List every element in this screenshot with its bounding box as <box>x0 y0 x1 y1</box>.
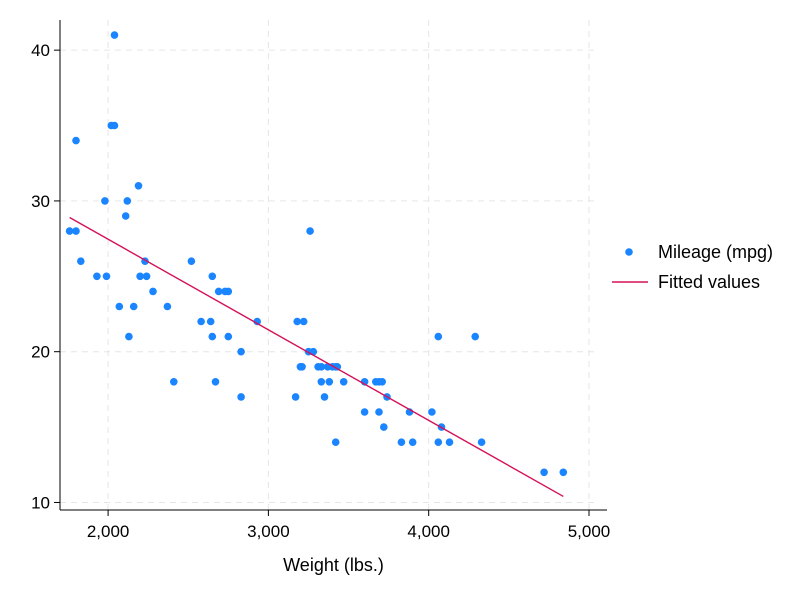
scatter-point <box>253 317 261 326</box>
plot-series <box>65 31 568 498</box>
x-axis-title: Weight (lbs.) <box>283 555 384 575</box>
scatter-point <box>375 408 383 416</box>
scatter-point <box>129 302 138 311</box>
scatter-point <box>134 182 143 190</box>
scatter-point <box>397 438 406 447</box>
scatter-point <box>378 378 387 386</box>
scatter-point <box>237 393 245 401</box>
scatter-point <box>408 438 417 447</box>
y-axis-ticks: 10 20 30 40 <box>31 41 60 512</box>
scatter-point <box>380 423 388 431</box>
scatter-point <box>65 227 74 235</box>
scatter-point <box>123 197 132 205</box>
x-tick-label: 5,000 <box>568 522 611 541</box>
scatter-point <box>298 363 306 371</box>
scatter-point <box>434 332 443 341</box>
scatter-point <box>325 378 334 386</box>
x-tick-label: 4,000 <box>407 522 450 541</box>
scatter-point <box>299 317 308 326</box>
scatter-point <box>331 438 340 447</box>
scatter-point <box>149 287 157 296</box>
scatter-point <box>360 408 369 416</box>
x-tick-label: 2,000 <box>87 522 130 541</box>
scatter-point <box>293 317 302 326</box>
scatter-point <box>559 468 568 477</box>
scatter-point <box>125 332 133 341</box>
y-tick-label: 10 <box>31 493 50 512</box>
scatter-point <box>291 393 300 401</box>
legend-marker-scatter <box>625 248 633 256</box>
scatter-point <box>121 212 130 220</box>
scatter-point <box>237 347 245 356</box>
scatter-point <box>110 31 119 39</box>
scatter-point <box>72 136 80 145</box>
fitted-line <box>69 216 564 498</box>
scatter-point <box>471 332 480 341</box>
x-axis-ticks: 2,000 3,000 4,000 5,000 <box>87 510 610 541</box>
scatter-point <box>101 197 109 205</box>
scatter-point <box>208 332 217 341</box>
scatter-point <box>445 438 454 447</box>
scatter-point <box>163 302 172 311</box>
scatter-point <box>206 317 215 326</box>
scatter-point <box>224 332 233 341</box>
scatter-point <box>434 438 443 447</box>
y-tick-label: 20 <box>31 343 50 362</box>
scatter-point <box>211 378 220 386</box>
scatter-point <box>477 438 486 447</box>
grid-lines <box>60 20 597 510</box>
scatter-point <box>428 408 436 416</box>
scatter-point <box>72 227 80 235</box>
axes <box>59 20 607 511</box>
scatter-point <box>208 272 217 281</box>
scatter-point <box>540 468 548 477</box>
scatter-point <box>142 272 151 281</box>
scatter-point <box>224 287 233 296</box>
scatter-point <box>339 378 348 386</box>
scatter-point <box>77 257 85 266</box>
scatter-point <box>333 363 342 371</box>
scatter-point <box>306 227 314 235</box>
scatter-point <box>317 363 326 371</box>
scatter-point <box>187 257 196 266</box>
scatter-point <box>214 287 223 296</box>
scatter-point <box>136 272 144 281</box>
legend: Mileage (mpg) Fitted values <box>612 242 773 292</box>
scatter-point <box>102 272 111 281</box>
legend-label-mileage: Mileage (mpg) <box>658 242 773 262</box>
scatter-point <box>170 378 178 386</box>
y-tick-label: 40 <box>31 41 50 60</box>
x-tick-label: 3,000 <box>247 522 290 541</box>
scatter-point <box>110 121 119 130</box>
y-tick-label: 30 <box>31 192 50 211</box>
scatter-point <box>320 393 329 401</box>
scatter-point <box>115 302 124 311</box>
scatter-point <box>93 272 101 281</box>
legend-label-fitted: Fitted values <box>658 272 760 292</box>
scatter-point <box>317 378 326 386</box>
scatter-point <box>197 317 205 326</box>
